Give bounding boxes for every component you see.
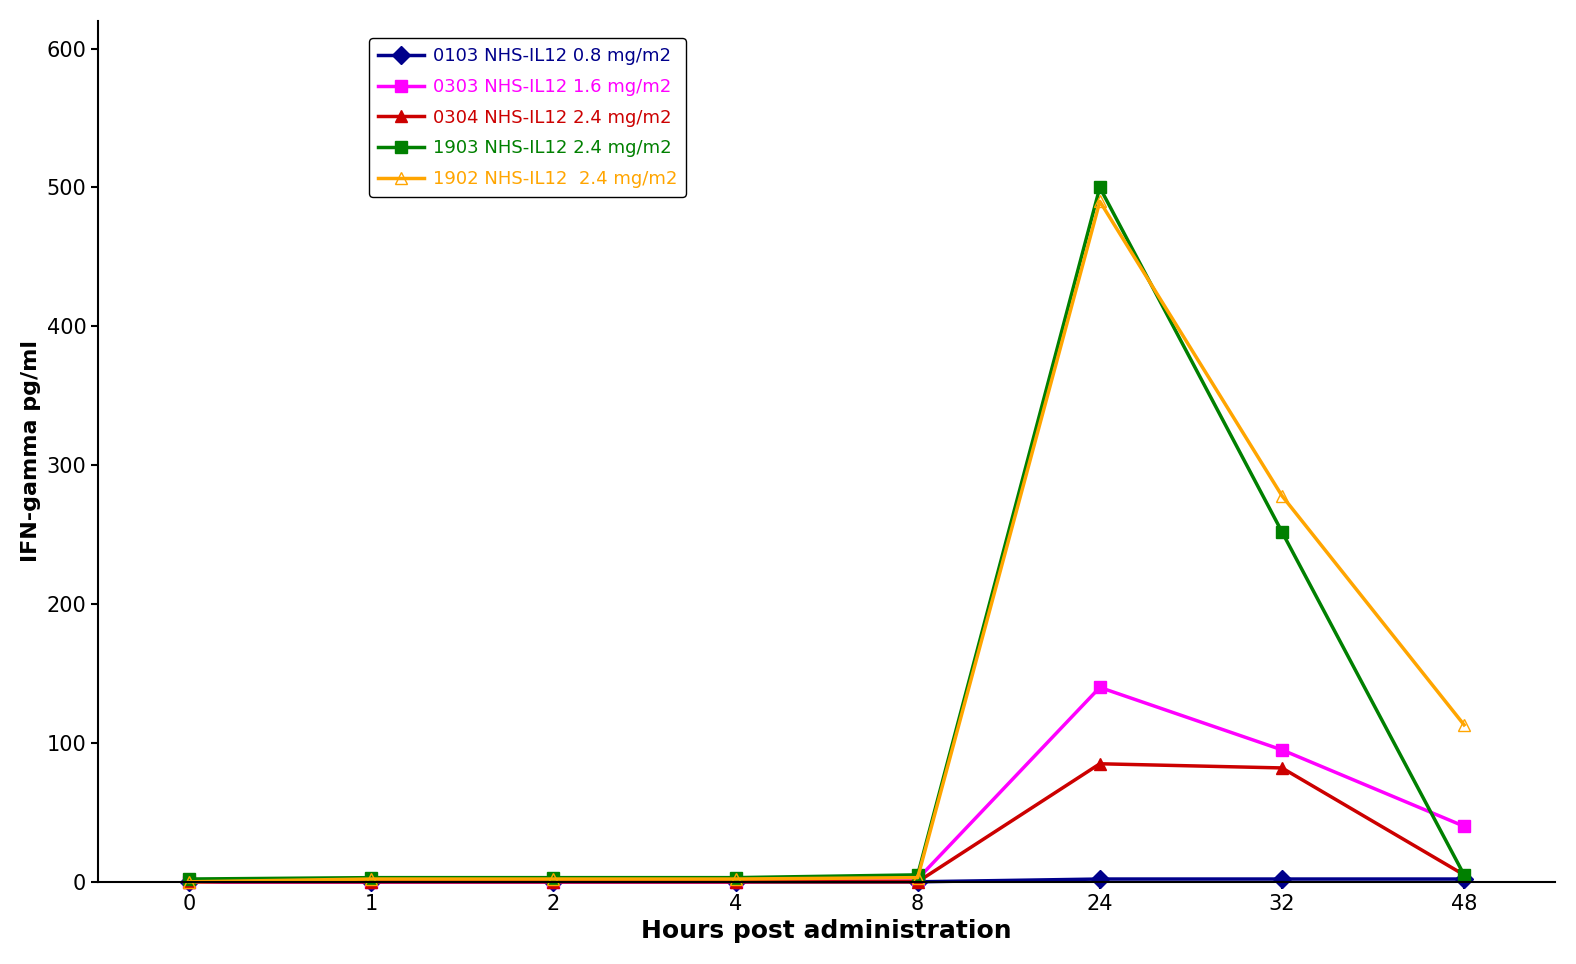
0103 NHS-IL12 0.8 mg/m2 — [362, 876, 381, 888]
0304 NHS-IL12 2.4 mg/m2 — [1272, 763, 1291, 774]
0303 NHS-IL12 1.6 mg/m2 — [908, 873, 927, 885]
1902 NHS-IL12  2.4 mg/m2 — [544, 873, 563, 885]
Legend: 0103 NHS-IL12 0.8 mg/m2, 0303 NHS-IL12 1.6 mg/m2, 0304 NHS-IL12 2.4 mg/m2, 1903 : 0103 NHS-IL12 0.8 mg/m2, 0303 NHS-IL12 1… — [369, 39, 686, 197]
0103 NHS-IL12 0.8 mg/m2 — [908, 876, 927, 888]
0103 NHS-IL12 0.8 mg/m2 — [1455, 873, 1474, 885]
Line: 1902 NHS-IL12  2.4 mg/m2: 1902 NHS-IL12 2.4 mg/m2 — [183, 195, 1470, 888]
Line: 1903 NHS-IL12 2.4 mg/m2: 1903 NHS-IL12 2.4 mg/m2 — [183, 181, 1470, 885]
1902 NHS-IL12  2.4 mg/m2 — [180, 876, 199, 888]
1903 NHS-IL12 2.4 mg/m2 — [544, 871, 563, 883]
0103 NHS-IL12 0.8 mg/m2 — [180, 876, 199, 888]
1903 NHS-IL12 2.4 mg/m2 — [1455, 870, 1474, 881]
0303 NHS-IL12 1.6 mg/m2 — [1455, 820, 1474, 832]
Y-axis label: IFN-gamma pg/ml: IFN-gamma pg/ml — [20, 340, 41, 562]
0103 NHS-IL12 0.8 mg/m2 — [1091, 873, 1110, 885]
0303 NHS-IL12 1.6 mg/m2 — [362, 876, 381, 888]
X-axis label: Hours post administration: Hours post administration — [641, 919, 1012, 943]
1902 NHS-IL12  2.4 mg/m2 — [727, 873, 745, 885]
0304 NHS-IL12 2.4 mg/m2 — [908, 876, 927, 888]
0303 NHS-IL12 1.6 mg/m2 — [544, 876, 563, 888]
0304 NHS-IL12 2.4 mg/m2 — [180, 876, 199, 888]
1903 NHS-IL12 2.4 mg/m2 — [362, 871, 381, 883]
1902 NHS-IL12  2.4 mg/m2 — [362, 873, 381, 885]
1903 NHS-IL12 2.4 mg/m2 — [1272, 526, 1291, 538]
Line: 0303 NHS-IL12 1.6 mg/m2: 0303 NHS-IL12 1.6 mg/m2 — [183, 682, 1470, 888]
0303 NHS-IL12 1.6 mg/m2 — [180, 876, 199, 888]
1902 NHS-IL12  2.4 mg/m2 — [1272, 490, 1291, 501]
0304 NHS-IL12 2.4 mg/m2 — [1455, 870, 1474, 881]
0304 NHS-IL12 2.4 mg/m2 — [362, 876, 381, 888]
1903 NHS-IL12 2.4 mg/m2 — [908, 870, 927, 881]
Line: 0103 NHS-IL12 0.8 mg/m2: 0103 NHS-IL12 0.8 mg/m2 — [183, 872, 1470, 888]
1903 NHS-IL12 2.4 mg/m2 — [1091, 181, 1110, 193]
1902 NHS-IL12  2.4 mg/m2 — [908, 871, 927, 883]
1902 NHS-IL12  2.4 mg/m2 — [1091, 196, 1110, 207]
0103 NHS-IL12 0.8 mg/m2 — [544, 876, 563, 888]
0103 NHS-IL12 0.8 mg/m2 — [1272, 873, 1291, 885]
1903 NHS-IL12 2.4 mg/m2 — [180, 873, 199, 885]
0303 NHS-IL12 1.6 mg/m2 — [1272, 744, 1291, 756]
0304 NHS-IL12 2.4 mg/m2 — [1091, 758, 1110, 769]
1902 NHS-IL12  2.4 mg/m2 — [1455, 719, 1474, 731]
0304 NHS-IL12 2.4 mg/m2 — [727, 876, 745, 888]
0304 NHS-IL12 2.4 mg/m2 — [544, 876, 563, 888]
Line: 0304 NHS-IL12 2.4 mg/m2: 0304 NHS-IL12 2.4 mg/m2 — [183, 758, 1470, 888]
0303 NHS-IL12 1.6 mg/m2 — [1091, 682, 1110, 693]
1903 NHS-IL12 2.4 mg/m2 — [727, 871, 745, 883]
0103 NHS-IL12 0.8 mg/m2 — [727, 876, 745, 888]
0303 NHS-IL12 1.6 mg/m2 — [727, 876, 745, 888]
